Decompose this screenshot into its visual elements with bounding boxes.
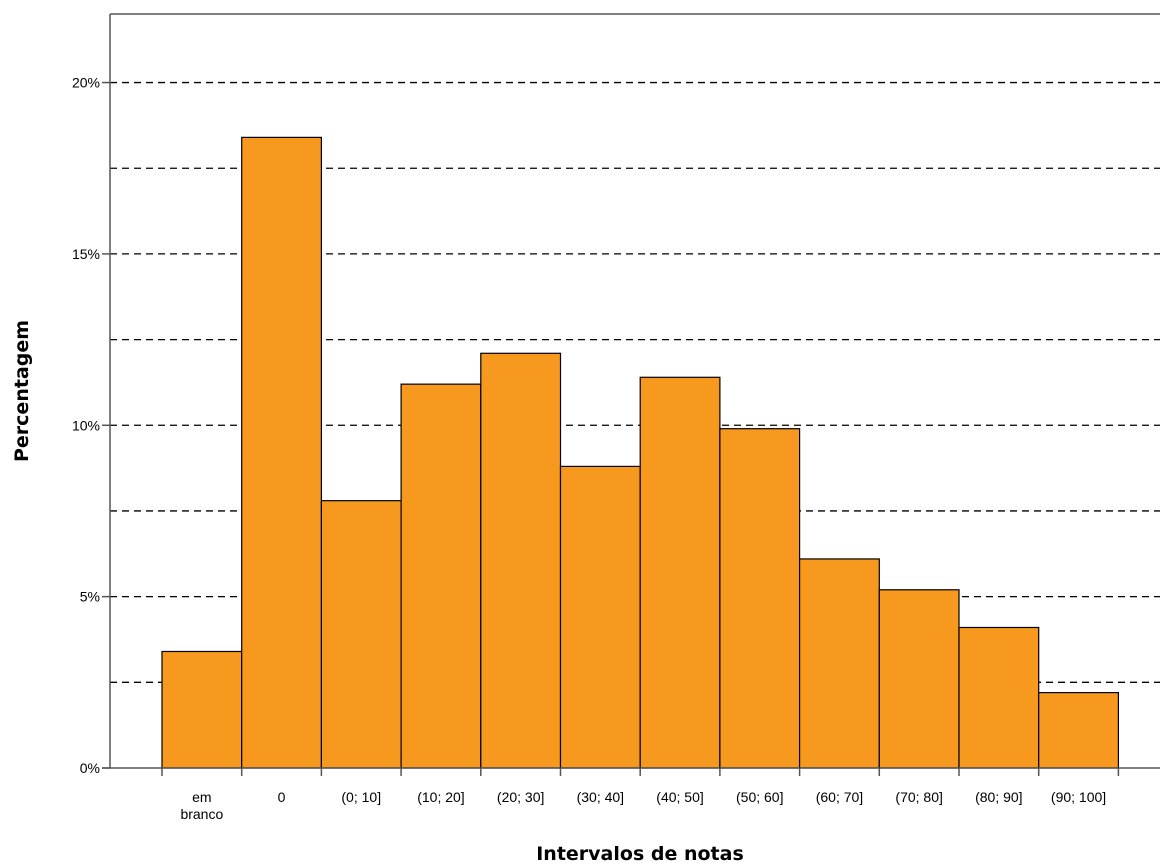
bar	[320, 500, 402, 769]
bar	[480, 352, 562, 769]
bar	[161, 650, 243, 769]
y-tick-labels: 0% 5% 10% 15% 20%	[72, 75, 110, 776]
x-tick-label: (50; 60]	[736, 789, 783, 805]
bar	[559, 465, 641, 769]
x-tick-label: (20; 30]	[497, 789, 544, 805]
x-axis-title: Intervalos de notas	[536, 843, 744, 865]
x-tick-label: (60; 70]	[816, 789, 863, 805]
x-tick-label: (30; 40]	[577, 789, 624, 805]
bar	[878, 589, 960, 769]
x-tick-label: em branco	[180, 789, 223, 822]
x-tick-label: (80; 90]	[975, 789, 1022, 805]
x-tick-label: (0; 10]	[341, 789, 381, 805]
bars	[161, 136, 1119, 769]
x-tick-labels: em branco 0 (0; 10] (10; 20] (20; 30] (30; 40]…	[161, 768, 1120, 822]
y-tick-label: 15%	[72, 246, 100, 262]
bar	[1038, 691, 1119, 769]
y-tick-label: 5%	[80, 589, 100, 605]
x-tick-label: (10; 20]	[417, 789, 464, 805]
y-tick-label: 20%	[72, 75, 100, 91]
bar	[241, 136, 322, 769]
y-axis-title: Percentagem	[11, 320, 33, 462]
y-tick-label: 10%	[72, 417, 100, 433]
bar	[719, 428, 801, 769]
x-tick-label: 0	[278, 789, 286, 805]
bar	[639, 376, 721, 769]
bar	[798, 558, 880, 769]
x-tick-label: (90; 100]	[1051, 789, 1106, 805]
axes	[102, 13, 1160, 769]
x-tick-label: (40; 50]	[656, 789, 703, 805]
bar	[958, 626, 1040, 769]
bar	[400, 383, 482, 769]
y-tick-label: 0%	[80, 760, 100, 776]
x-tick-label: (70; 80]	[895, 789, 942, 805]
